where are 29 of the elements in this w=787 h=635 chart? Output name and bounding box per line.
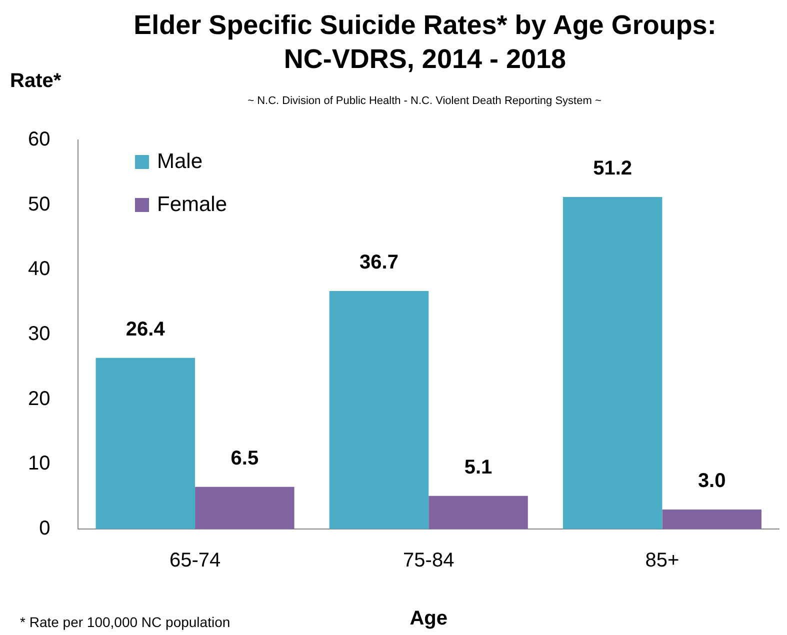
bar bbox=[662, 510, 762, 529]
y-tick-label: 60 bbox=[28, 128, 50, 151]
data-label: 6.5 bbox=[230, 447, 259, 470]
y-tick-label: 40 bbox=[28, 258, 50, 280]
bar bbox=[428, 496, 528, 529]
x-tick-label: 65-74 bbox=[169, 550, 221, 572]
data-label: 36.7 bbox=[360, 252, 398, 274]
x-tick-label: 75-84 bbox=[403, 550, 454, 572]
y-tick-label: 50 bbox=[28, 193, 50, 216]
data-label: 3.0 bbox=[698, 470, 726, 492]
y-tick-label: 10 bbox=[28, 452, 50, 475]
legend-label: Male bbox=[156, 148, 204, 174]
x-tick-label: 85+ bbox=[645, 550, 680, 572]
legend-label: Female bbox=[156, 192, 228, 218]
chart-subtitle: ~ N.C. Division of Public Health - N.C. Violent Death Reporting System ~ bbox=[246, 95, 602, 107]
y-tick-label: 20 bbox=[28, 388, 50, 410]
chart-title: Elder Specific Suicide Rates* by Age Groups: NC-VDRS, 2014 - 2018 bbox=[132, 9, 718, 76]
data-label: 5.1 bbox=[464, 456, 492, 478]
bar bbox=[562, 197, 662, 529]
x-axis-title: Age bbox=[410, 608, 448, 630]
data-label: 26.4 bbox=[126, 318, 166, 340]
y-tick-label: 30 bbox=[28, 323, 50, 346]
bar bbox=[96, 358, 196, 529]
y-axis-title: Rate* bbox=[10, 70, 62, 93]
data-label: 51.2 bbox=[593, 158, 632, 180]
y-tick-label: 0 bbox=[39, 518, 50, 540]
bar bbox=[195, 486, 294, 529]
text: * Rate per 100,000 NC population bbox=[20, 614, 230, 630]
bar bbox=[329, 291, 429, 529]
